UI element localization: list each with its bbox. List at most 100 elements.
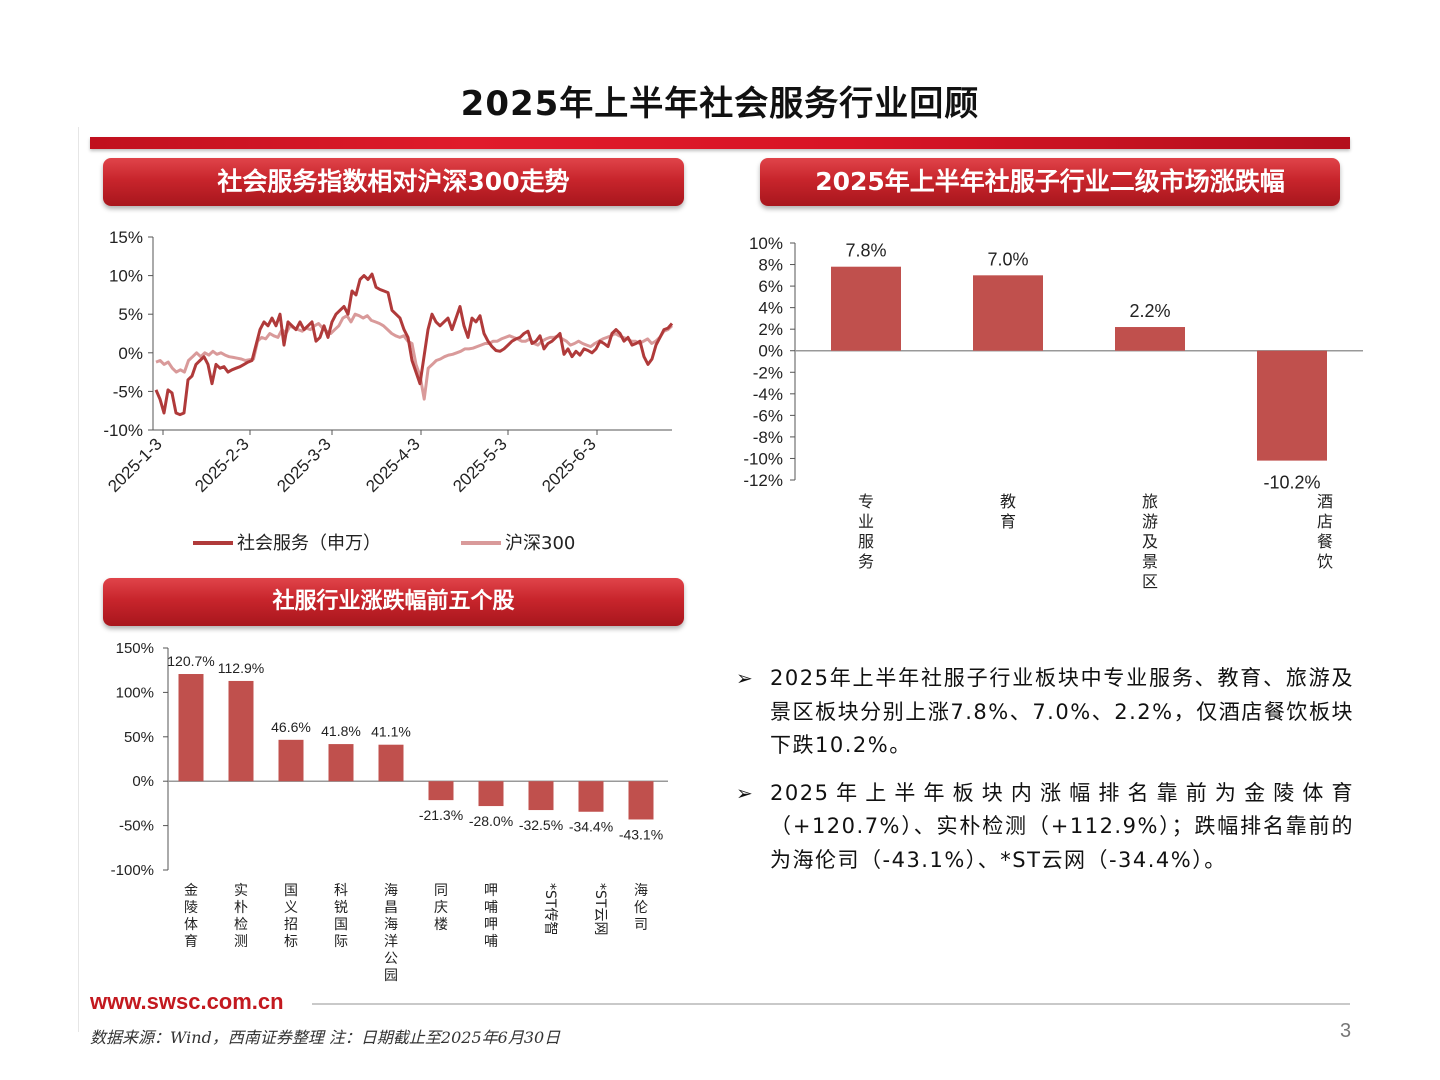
category-label-char: 业 <box>858 512 874 531</box>
y-tick-label: 5% <box>118 305 143 324</box>
page-number: 3 <box>1340 1020 1352 1042</box>
x-tick-label: 2025-1-3 <box>104 434 166 496</box>
category-label-char: 洋 <box>384 934 398 950</box>
category-label-char: 呷 <box>484 917 498 933</box>
y-tick-label: 0% <box>758 342 783 361</box>
category-label-char: 区 <box>1142 572 1158 591</box>
category-label: 旅游及景区 <box>1142 492 1158 591</box>
category-label: *ST传智 <box>542 883 558 935</box>
x-tick-label: 2025-2-3 <box>191 434 253 496</box>
category-label-char: 检 <box>234 917 248 933</box>
category-label-char: 店 <box>1317 512 1333 531</box>
bar <box>228 680 254 782</box>
category-label-char: 科 <box>334 883 348 899</box>
category-label-char: 教 <box>1000 492 1016 511</box>
bullet-text-1: 2025年上半年社服子行业板块中专业服务、教育、旅游及景区板块分别上涨7.8%、… <box>770 666 1354 757</box>
data-label: 7.8% <box>845 241 886 261</box>
category-label: 专业服务 <box>858 492 874 571</box>
category-label-char: 务 <box>858 552 874 571</box>
bar <box>1115 327 1185 351</box>
bullet-item-1: ➢ 2025年上半年社服子行业板块中专业服务、教育、旅游及景区板块分别上涨7.8… <box>736 662 1354 763</box>
data-label: -21.3% <box>419 807 463 823</box>
x-tick-label: 2025-6-3 <box>538 434 600 496</box>
index-trend-line-chart: 15% 10% 5% 0% -5% -10%2025-1-3 2025-2-3 2025-3-… <box>103 228 674 554</box>
category-label-char: 实 <box>234 883 248 899</box>
data-label: -28.0% <box>469 813 513 829</box>
category-label-char: 庆 <box>434 900 448 916</box>
left-guide-line <box>78 127 79 1032</box>
category-label-char: 海 <box>384 883 398 899</box>
category-label-char: 司 <box>634 917 648 933</box>
sub-industry-bar-chart: 10% 8% 6% 4% 2% 0% -2% -4% -6% -8% -10% -12% 7.8% 专业服… <box>743 234 1363 591</box>
y-tick-label: -6% <box>753 406 783 425</box>
series-line <box>154 272 674 417</box>
category-label-char: 昌 <box>384 900 398 916</box>
category-label-char: 哺 <box>484 934 498 950</box>
data-label: -32.5% <box>519 817 563 833</box>
category-label-char: 测 <box>234 934 248 950</box>
category-label-char: 际 <box>334 934 348 950</box>
category-label-char: 及 <box>1142 532 1158 551</box>
category-label-char: 饮 <box>1317 552 1333 571</box>
category-label-char: 国 <box>334 917 348 933</box>
category-label-char: 育 <box>1000 512 1016 531</box>
title-red-band <box>90 137 1350 149</box>
y-tick-label: 4% <box>758 299 783 318</box>
category-label-char: 标 <box>284 934 298 950</box>
bar <box>1257 350 1327 461</box>
category-label-char: 酒 <box>1317 492 1333 511</box>
x-tick-label: 2025-4-3 <box>362 434 424 496</box>
y-tick-label: 100% <box>116 684 154 701</box>
page-title: 2025年上半年社会服务行业回顾 <box>460 84 980 124</box>
bar <box>428 781 454 801</box>
y-tick-label: -2% <box>753 363 783 382</box>
category-label-char: 公 <box>384 951 398 967</box>
y-tick-label: -8% <box>753 428 783 447</box>
data-label: -10.2% <box>1263 473 1320 493</box>
footer-divider <box>312 1003 1350 1005</box>
category-label-char: 游 <box>1142 512 1158 531</box>
bullet-text-2: 2025年上半年板块内涨幅排名靠前为金陵体育（+120.7%）、实朴检测（+11… <box>770 780 1354 872</box>
category-label-char: 招 <box>284 917 298 933</box>
y-tick-label: -12% <box>743 471 783 490</box>
data-label: -43.1% <box>619 826 663 842</box>
legend-label-series-2: 沪深300 <box>505 533 575 554</box>
y-tick-label: 15% <box>109 228 143 247</box>
category-label-char: 金 <box>184 883 198 899</box>
bar <box>528 781 554 811</box>
category-label-char: 园 <box>384 968 398 984</box>
category-label-char: 楼 <box>434 917 448 933</box>
section-header-sub-industry: 2025年上半年社服子行业二级市场涨跌幅 <box>760 158 1340 206</box>
bar <box>478 781 504 807</box>
bar <box>973 275 1043 351</box>
category-label-char: 体 <box>184 917 198 933</box>
data-label: 41.8% <box>321 723 361 739</box>
bullet-arrow-icon: ➢ <box>736 780 755 805</box>
footer-url[interactable]: www.swsc.com.cn <box>90 989 284 1014</box>
category-label: *ST云网 <box>592 883 608 935</box>
data-label: -34.4% <box>569 819 613 835</box>
section-header-index-trend: 社会服务指数相对沪深300走势 <box>103 158 684 206</box>
y-tick-label: -100% <box>111 862 154 879</box>
data-label: 41.1% <box>371 724 411 740</box>
y-tick-label: 8% <box>758 256 783 275</box>
category-label: 实朴检测 <box>234 883 248 950</box>
category-label-char: 朴 <box>234 900 248 916</box>
category-label-char: 餐 <box>1317 532 1333 551</box>
data-label: 120.7% <box>167 653 214 669</box>
data-source-note: 数据来源：Wind，西南证券整理 注：日期截止至2025年6月30日 <box>90 1028 561 1047</box>
bullet-arrow-icon: ➢ <box>736 666 755 690</box>
legend-label-series-1: 社会服务（申万） <box>237 533 381 554</box>
category-label: 金陵体育 <box>184 883 198 950</box>
data-label: 7.0% <box>987 249 1028 269</box>
category-label-char: 育 <box>184 934 198 950</box>
category-label-char: 陵 <box>184 900 198 916</box>
bar <box>831 266 901 351</box>
category-label: 海伦司 <box>634 883 648 933</box>
category-label-text: *ST传智 <box>542 883 558 935</box>
category-label-char: 旅 <box>1142 492 1158 511</box>
category-label-char: 锐 <box>334 900 348 916</box>
x-tick-label: 2025-5-3 <box>449 434 511 496</box>
